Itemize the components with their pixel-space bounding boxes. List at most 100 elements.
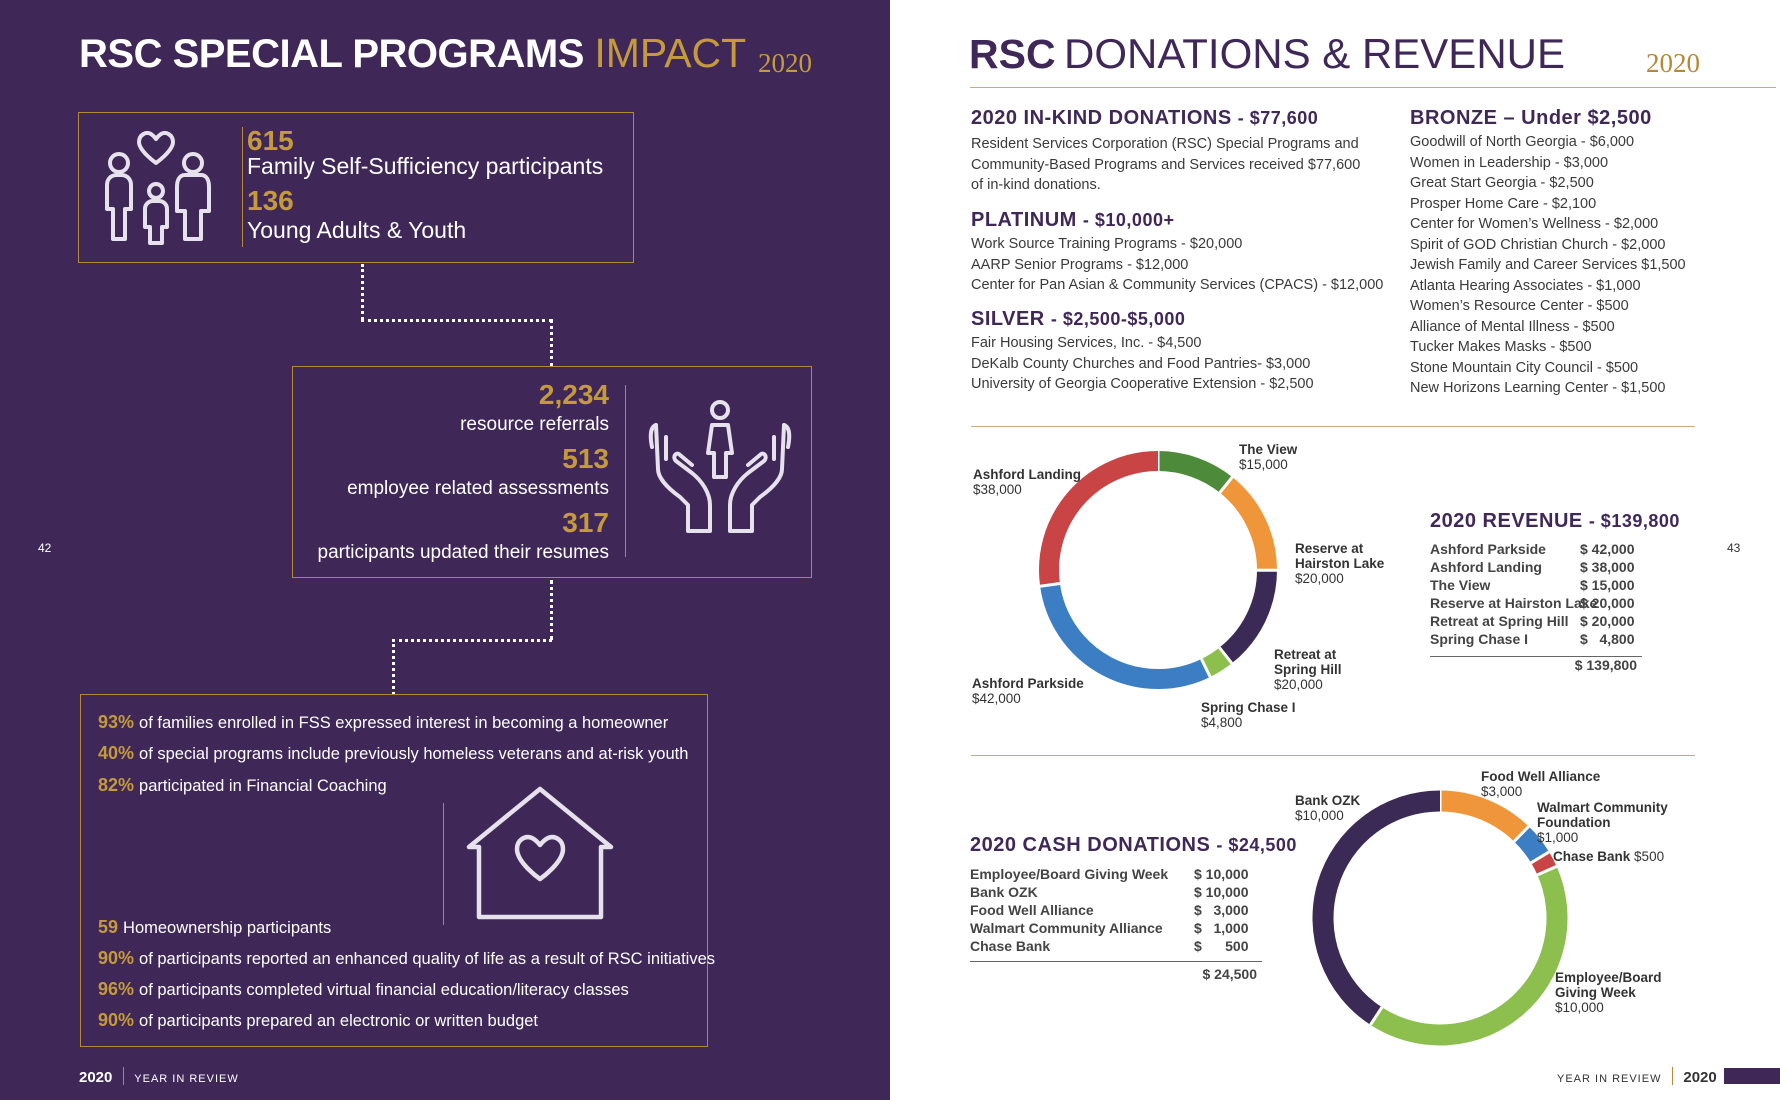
donor-item: Goodwill of North Georgia - $6,000 [1410,134,1635,150]
donut-slice-spring-chase-i [1201,647,1232,677]
referrals-stats-box: 2,234 resource referrals 513 employee re… [292,366,812,578]
chart-label-name: Retreat at Spring Hill [1274,647,1342,677]
table-row-value: $ 20,000 [1580,595,1635,611]
donor-item: Tucker Makes Masks - $500 [1410,339,1592,355]
vertical-divider [443,803,444,925]
stat-value: 82% [98,775,135,795]
chart-label: Food Well Alliance $3,000 [1481,769,1600,799]
donor-item: Prosper Home Care - $2,100 [1410,195,1597,212]
footer-year: 2020 [1683,1069,1717,1086]
donut-slice-employee-board-giving-week [1370,866,1568,1046]
page-title-bold: RSC SPECIAL PROGRAMS [79,32,584,76]
donor-item: Great Start Georgia - $2,500 [1410,175,1594,191]
table-row-name: The View [1430,577,1491,593]
chart-label-value: $15,000 [1239,457,1288,472]
table-row-name: Walmart Community Alliance [970,920,1163,936]
hands-holding-person-icon [648,400,792,533]
donut-slice-food-well-alliance [1439,790,1529,842]
table-row-value: $ 3,000 [1194,902,1249,918]
chart-label: Retreat at Spring Hill $20,000 [1274,647,1354,692]
chart-label-name: Reserve at Hairston Lake [1295,541,1385,571]
revenue-title-label: 2020 REVENUE [1430,510,1583,532]
donor-item: Fair Housing Services, Inc. - $4,500 [971,335,1202,351]
table-row-value: $ 20,000 [1580,613,1635,629]
chart-label-name: Employee/Board Giving Week [1555,970,1662,1000]
chart-label: The View $15,000 [1239,442,1297,472]
table-row-name: Bank OZK [970,884,1038,900]
bronze-list: Goodwill of North Georgia - $6,000 Women … [1410,132,1686,399]
page-title-light: DONATIONS & REVENUE [1064,30,1565,77]
stat-value: 90% [98,1010,135,1030]
chart-label: Reserve at Hairston Lake $20,000 [1295,541,1395,586]
title-rule [970,87,1776,88]
page-number: 42 [38,541,52,555]
footer: 2020 YEAR IN REVIEW [79,1067,239,1087]
left-page: RSC SPECIAL PROGRAMS IMPACT 2020 615 Fam… [0,0,890,1100]
stat-text: Homeownership participants [123,919,332,937]
table-row-value: $ 15,000 [1580,577,1635,593]
section-rule [971,426,1695,427]
assessments-label: employee related assessments [347,478,609,499]
revenue-total-rule [1430,656,1642,657]
silver-title: SILVER - $2,500-$5,000 [971,308,1185,331]
silver-list: Fair Housing Services, Inc. - $4,500 DeKa… [971,333,1314,395]
page-number: 43 [1727,541,1741,555]
silver-title-amount: - $2,500-$5,000 [1050,309,1186,329]
page-year: 2020 [1646,48,1700,78]
table-row-value: $ 42,000 [1580,541,1635,557]
house-heart-icon [466,786,614,920]
inkind-line: Resident Services Corporation (RSC) Spec… [971,136,1359,152]
chart-label-value: $500 [1634,849,1665,864]
slice-separator [1369,1006,1384,1026]
homeownership-stats-box [80,694,708,1047]
stat-item: 82% participated in Financial Coaching [98,775,387,796]
table-row-value: $ 10,000 [1194,866,1249,882]
family-icon [105,131,211,245]
stat-item: 90% of participants prepared an electroni… [98,1010,538,1031]
table-row-name: Reserve at Hairston Lake [1430,595,1598,611]
table-row-name: Food Well Alliance [970,902,1094,918]
chart-label-value: $1,000 [1537,830,1579,845]
revenue-title: 2020 REVENUE - $139,800 [1430,510,1680,533]
chart-label-value: $10,000 [1295,808,1344,823]
slice-separator [1218,646,1234,665]
donor-item: University of Georgia Cooperative Extens… [971,376,1314,392]
page-title: RSC DONATIONS & REVENUE [969,30,1565,78]
donut-slice-reserve-at-hairston-lake [1219,477,1278,571]
chart-label: Spring Chase I $4,800 [1201,700,1296,730]
table-row-value: $ 10,000 [1194,884,1249,900]
connector-line [361,319,552,322]
donut-slice-ashford-landing [1039,451,1159,587]
youth-label: Young Adults & Youth [247,217,467,243]
footer-divider [1671,1067,1673,1085]
table-row-value: $ 500 [1194,938,1249,954]
donor-item: AARP Senior Programs - $12,000 [971,256,1189,273]
footer-year: 2020 [79,1069,113,1086]
donut-slice-retreat-at-spring-hill [1219,569,1277,664]
vertical-divider [242,127,243,247]
chart-label-name: Chase Bank [1553,849,1635,864]
chart-label-value: $42,000 [972,691,1021,706]
platinum-title: PLATINUM - $10,000+ [971,209,1174,232]
page-year: 2020 [758,48,812,78]
donut-slice-chase-bank [1530,851,1557,876]
platinum-list: Work Source Training Programs - $20,000 A… [971,234,1383,296]
inkind-title-amount: - $77,600 [1237,108,1319,128]
stat-item: 59 Homeownership participants [98,917,331,938]
footer-accent-bar [1724,1068,1780,1084]
table-row-name: Ashford Landing [1430,559,1542,575]
stat-value: 59 [98,917,119,937]
donut-slice-ashford-parkside [1040,583,1211,689]
chart-label: Employee/Board Giving Week $10,000 [1555,970,1662,1015]
stat-text: of participants completed virtual financ… [139,981,629,999]
stat-item: 40% of special programs include previousl… [98,743,688,764]
donor-item: Jewish Family and Career Services $1,500 [1410,257,1686,273]
fss-participants-label: Family Self-Sufficiency participants [247,153,604,179]
chart-label-value: $4,800 [1201,715,1243,730]
cash-total: $ 24,500 [1202,966,1258,982]
chart-label: Ashford Parkside $42,000 [972,676,1084,706]
chart-label: Ashford Landing $38,000 [973,467,1081,497]
inkind-title: 2020 IN-KIND DONATIONS - $77,600 [971,107,1318,130]
inkind-description: Resident Services Corporation (RSC) Spec… [971,134,1360,196]
youth-count: 136 [247,185,294,216]
